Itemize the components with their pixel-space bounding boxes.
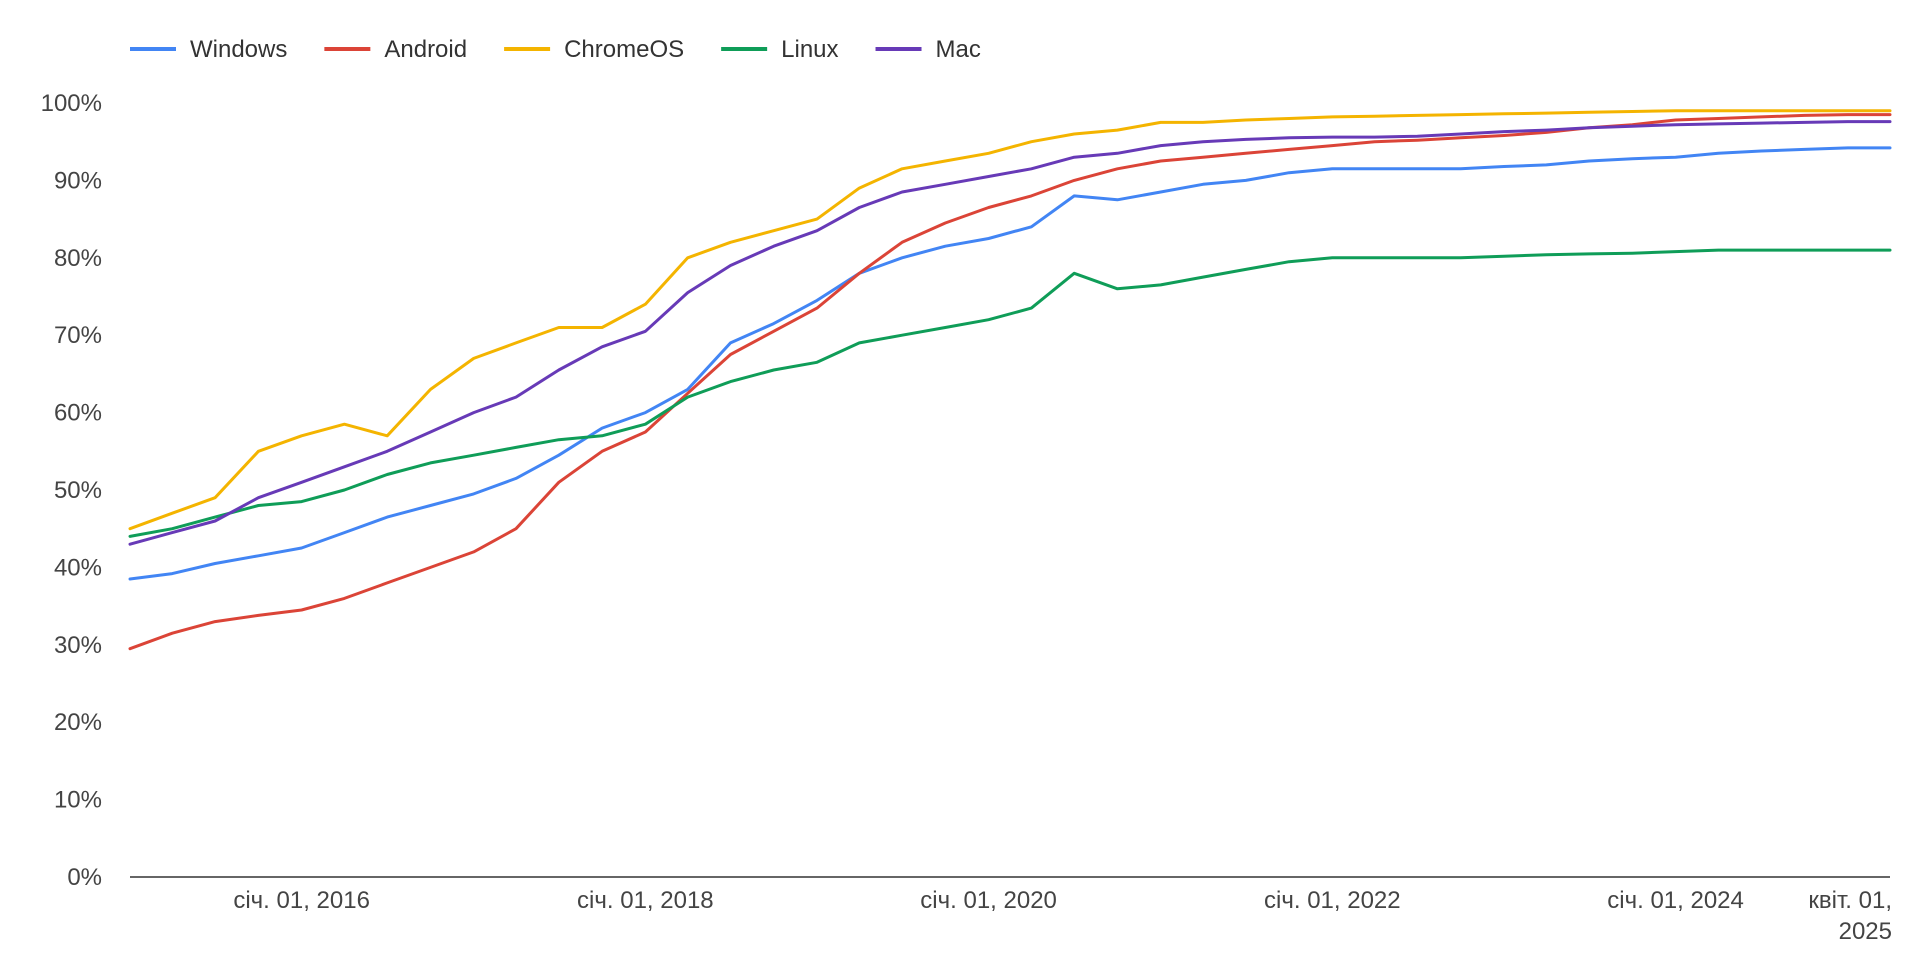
- legend-item-chromeos[interactable]: ChromeOS: [504, 36, 684, 63]
- y-tick-label: 90%: [54, 167, 102, 194]
- x-tick-label: січ. 01, 2024: [1607, 887, 1744, 914]
- legend-item-mac[interactable]: Mac: [875, 36, 981, 63]
- y-tick-label: 100%: [41, 90, 102, 117]
- legend-item-android[interactable]: Android: [324, 36, 467, 63]
- x-tick-label-line2: 2025: [1839, 918, 1892, 945]
- legend-item-windows[interactable]: Windows: [130, 36, 287, 63]
- series-line-windows: [128, 146, 1892, 581]
- legend-label: Windows: [190, 36, 287, 63]
- y-tick-label: 10%: [54, 787, 102, 814]
- legend-label: Android: [384, 36, 467, 63]
- x-axis-ticks: січ. 01, 2016 січ. 01, 2018 січ. 01, 2020 с…: [233, 887, 1892, 945]
- y-axis-ticks: 0% 10% 20% 30% 40% 50% 60% 70% 80% 90% 100%: [41, 90, 102, 891]
- y-tick-label: 70%: [54, 322, 102, 349]
- series-line-mac: [128, 120, 1892, 546]
- y-tick-label: 80%: [54, 245, 102, 272]
- y-tick-label: 0%: [67, 864, 102, 891]
- x-tick-label: січ. 01, 2018: [577, 887, 714, 914]
- y-tick-label: 60%: [54, 400, 102, 427]
- series-lines: [128, 109, 1892, 651]
- series-line-linux: [128, 248, 1892, 538]
- x-tick-label: січ. 01, 2020: [920, 887, 1057, 914]
- y-tick-label: 50%: [54, 477, 102, 504]
- x-tick-label: квіт. 01,: [1808, 887, 1892, 914]
- legend-label: Linux: [781, 36, 838, 63]
- y-tick-label: 40%: [54, 554, 102, 581]
- series-line-chromeos: [128, 109, 1892, 531]
- x-tick-label: січ. 01, 2016: [233, 887, 370, 914]
- legend-item-linux[interactable]: Linux: [721, 36, 839, 63]
- legend-label: ChromeOS: [564, 36, 684, 63]
- y-tick-label: 20%: [54, 709, 102, 736]
- x-tick-label: січ. 01, 2022: [1264, 887, 1401, 914]
- legend: Windows Android ChromeOS Linux Mac: [130, 36, 981, 63]
- legend-label: Mac: [936, 36, 981, 63]
- y-tick-label: 30%: [54, 632, 102, 659]
- series-line-android: [128, 113, 1892, 651]
